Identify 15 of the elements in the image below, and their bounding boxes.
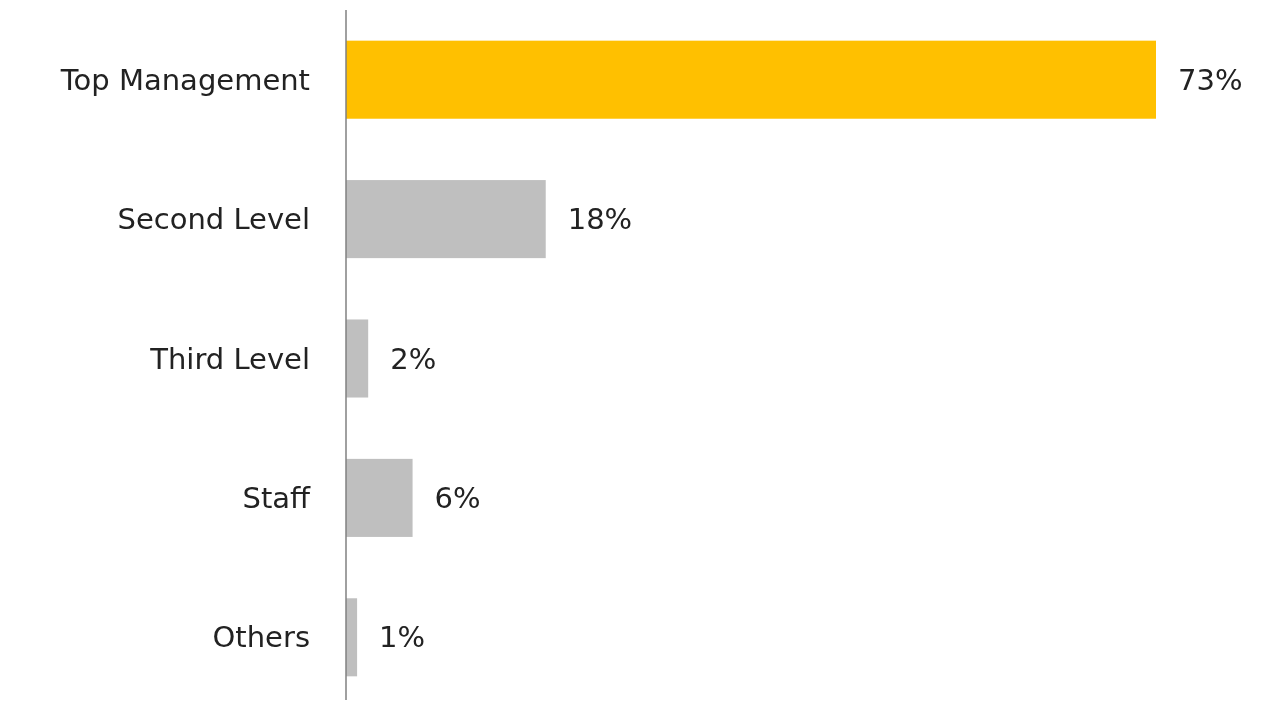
data-label: 1% [379, 620, 426, 655]
data-label: 2% [390, 341, 437, 376]
data-label: 6% [434, 480, 481, 515]
y-tick-label: Top Management [59, 62, 310, 97]
y-tick-label: Others [212, 620, 310, 655]
bar [346, 319, 369, 398]
data-label: 73% [1178, 62, 1243, 97]
data-label: 18% [567, 202, 633, 237]
y-tick-label: Third Level [149, 341, 310, 376]
y-tick-label: Second Level [117, 202, 310, 237]
bar [346, 180, 546, 259]
bar [346, 598, 358, 677]
bar [346, 458, 413, 537]
y-tick-label: Staff [242, 480, 312, 515]
bar [346, 40, 1156, 119]
